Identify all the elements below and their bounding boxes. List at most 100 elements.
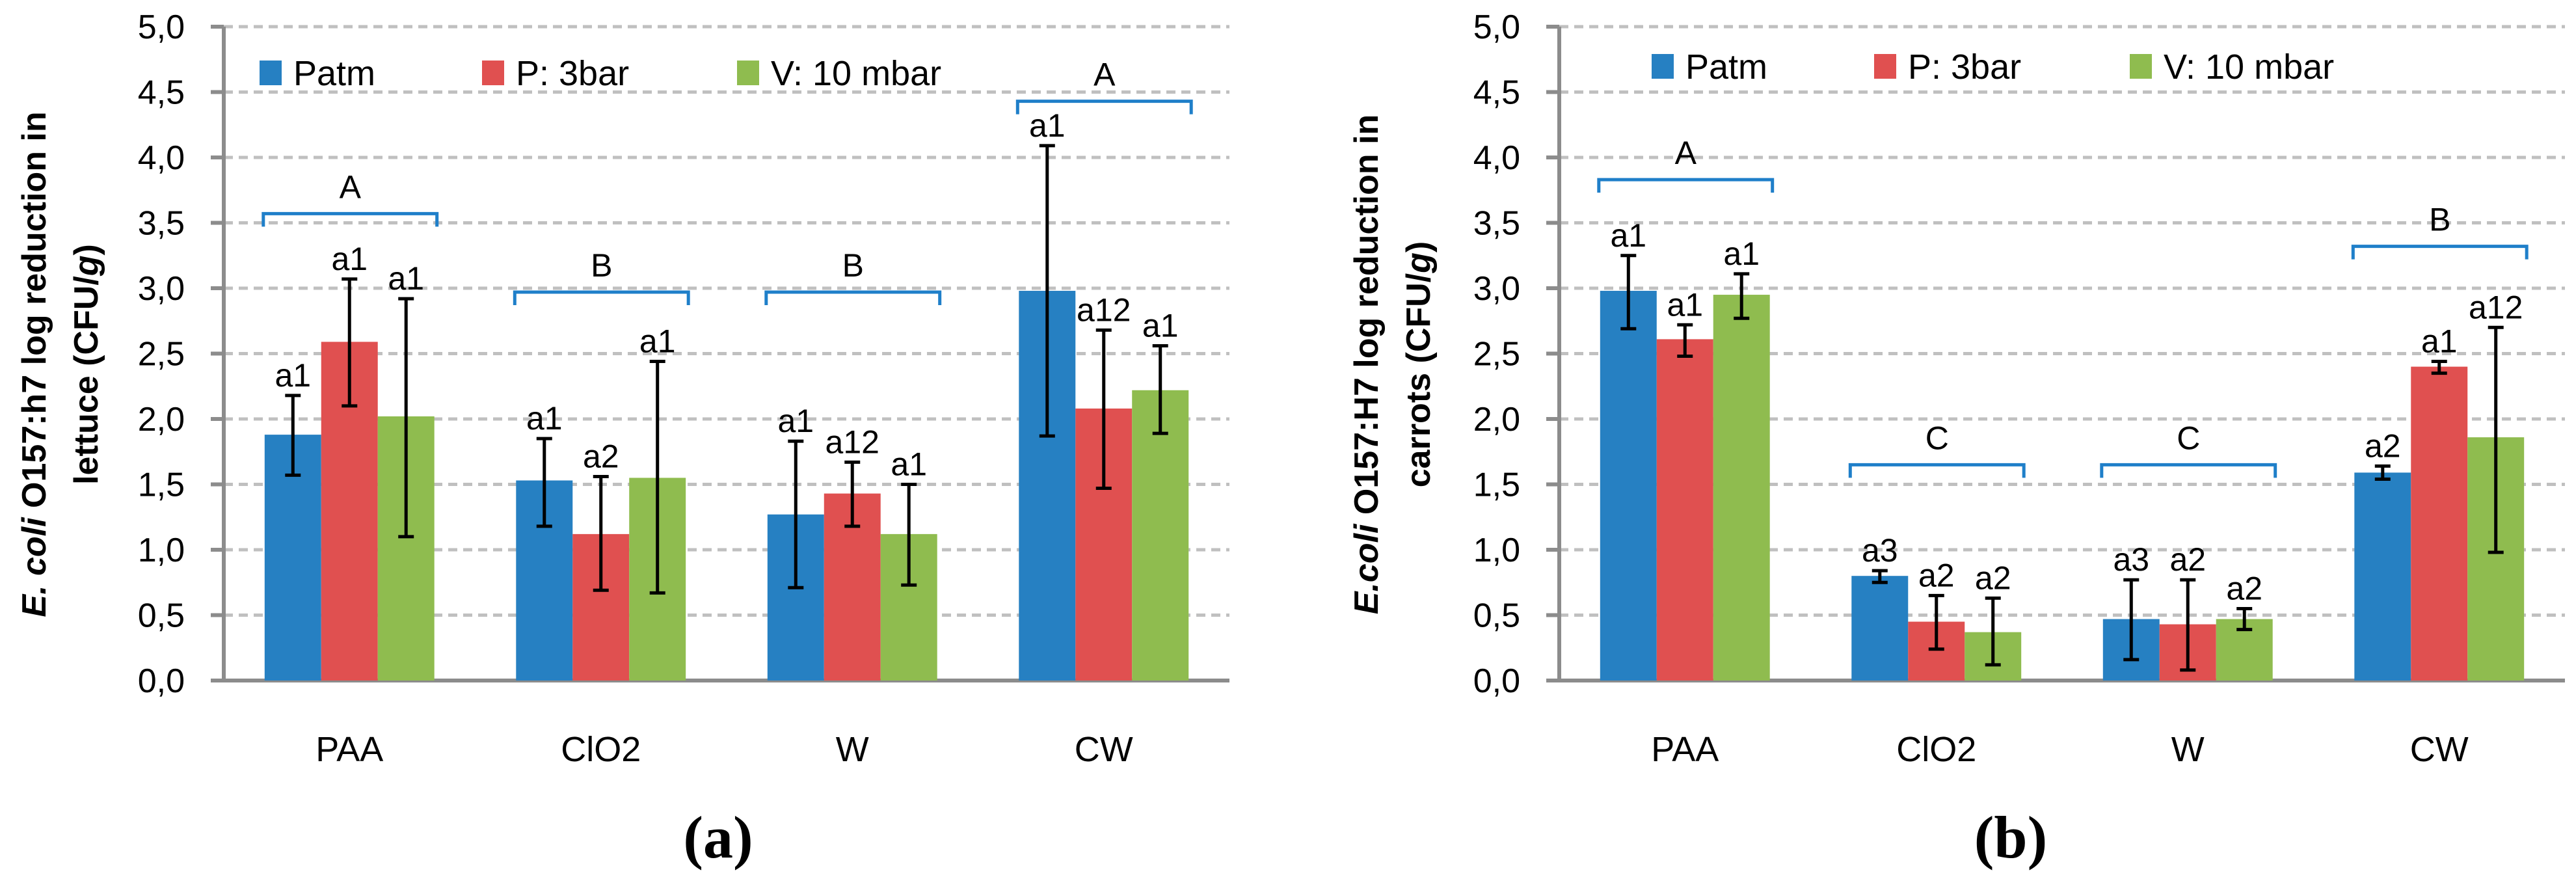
panel-label: (a) [683,804,753,870]
data-label: a1 [891,446,927,483]
legend-label: P: 3bar [1908,47,2021,87]
y-axis-title-line2: lettuce (CFU/g) [68,244,105,485]
data-label: a1 [526,400,563,437]
data-label: a2 [583,438,619,474]
x-category-label: PAA [1651,730,1719,769]
bar-patm [2354,472,2411,681]
y-tick-label: 3,5 [138,205,185,243]
group-bracket [1015,100,1193,115]
data-label: a1 [639,323,676,360]
data-label: a3 [1862,532,1898,569]
y-tick-label: 1,0 [1473,532,1520,569]
y-tick-label: 2,5 [138,336,185,373]
data-label: a12 [2469,289,2523,325]
y-axis-title-italic: E. coli [16,517,53,617]
y-tick-label: 5,0 [138,8,185,46]
y-tick-label: 1,5 [138,466,185,504]
group-bracket [1848,463,2026,478]
data-label: a1 [2421,323,2458,360]
legend-swatch [482,61,504,85]
data-label: a2 [2365,427,2401,464]
chart-lettuce: 0,0 0,5 1,0 1,5 2,0 2,5 3,0 3,5 4,0 4,5 5,0 a1 a1 a1 A… [16,8,1229,870]
y-tick-label: 2,0 [138,401,185,438]
y-tick-label: 0,5 [138,597,185,635]
group-letter: C [2177,420,2200,456]
y-axis-title-italic: E.coli [1348,523,1386,614]
group-letter: B [2429,202,2450,238]
y-axis-title-line1: E.coli O157:H7 log reduction in [1348,115,1386,615]
legend-label: Patm [1685,47,1767,87]
y-tick-label: 1,0 [138,532,185,569]
chart-carrots: 0,0 0,5 1,0 1,5 2,0 2,5 3,0 3,5 4,0 4,5 5,0 a1 a1 a1 A… [1348,8,2565,870]
y-tick-label: 4,5 [1473,74,1520,112]
y-axis-title-text: carrots (CFU/ [1400,273,1438,487]
x-category-label: W [836,730,869,769]
data-label: a2 [1975,560,2011,596]
data-label: a2 [2169,541,2206,578]
y-tick-label: 2,5 [1473,336,1520,373]
group-letter: C [1925,420,1949,456]
data-label: a1 [275,357,311,394]
x-category-label: PAA [315,730,383,769]
data-label: a1 [777,403,814,439]
group-letter: B [842,247,864,284]
y-tick-label: 4,5 [138,74,185,112]
group-bracket [2100,463,2277,478]
data-label: a1 [1029,107,1066,144]
legend-label: V: 10 mbar [771,54,941,93]
group-letter: A [1675,135,1697,171]
x-category-label: CW [1075,730,1133,769]
x-category-label: W [2171,730,2205,769]
legend-label: Patm [293,54,375,93]
y-axis-title-text: ) [68,244,105,255]
group-bracket [2351,245,2529,260]
data-label: a12 [1077,291,1131,328]
y-axis-title-text: O157:H7 log reduction in [1348,115,1386,524]
y-axis-title-line1: E. coli O157:h7 log reduction in [16,111,53,617]
y-axis-title-italic: g [68,255,105,277]
legend-label: P: 3bar [516,54,629,93]
data-label: a2 [2226,570,2262,606]
data-label: a1 [1723,236,1760,272]
data-label: a1 [331,241,368,277]
bar-p-3bar [2411,366,2468,681]
x-category-label: ClO2 [561,730,641,769]
bar-patm [1600,291,1657,681]
group-letter: A [340,169,362,205]
legend-swatch [2130,54,2152,79]
panel-label: (b) [1974,804,2047,870]
group-letter: B [591,247,612,284]
y-tick-label: 5,0 [1473,8,1520,46]
y-axis-title-italic: g [1400,252,1438,274]
bar-v-10-mbar [1132,390,1189,681]
legend-swatch [737,61,759,85]
y-tick-label: 3,0 [138,270,185,308]
x-category-label: CW [2410,730,2469,769]
bar-patm [1851,576,1909,681]
group-letter: A [1093,57,1116,93]
data-label: a1 [1610,217,1646,254]
legend-swatch [260,61,282,85]
data-label: a2 [1918,557,1955,593]
y-axis-title-text: lettuce (CFU/ [68,276,105,485]
y-axis-title-line2: carrots (CFU/g) [1400,241,1438,488]
y-axis-title-text: O157:h7 log reduction in [16,111,53,517]
legend-swatch [1874,54,1896,79]
x-category-label: ClO2 [1896,730,1976,769]
data-label: a1 [1667,286,1703,323]
y-tick-label: 3,0 [1473,270,1520,308]
data-label: a3 [2113,541,2149,578]
data-label: a12 [825,424,879,460]
bar-v-10-mbar [1713,295,1770,681]
group-bracket [1597,178,1775,193]
y-tick-label: 3,5 [1473,205,1520,243]
y-tick-label: 0,0 [138,662,185,700]
data-label: a1 [388,260,424,297]
y-tick-label: 4,0 [138,139,185,177]
bar-p-3bar [1656,339,1713,681]
group-bracket [262,211,439,227]
group-bracket [764,290,942,306]
y-axis-title-text: ) [1400,241,1438,252]
legend-label: V: 10 mbar [2164,47,2334,87]
